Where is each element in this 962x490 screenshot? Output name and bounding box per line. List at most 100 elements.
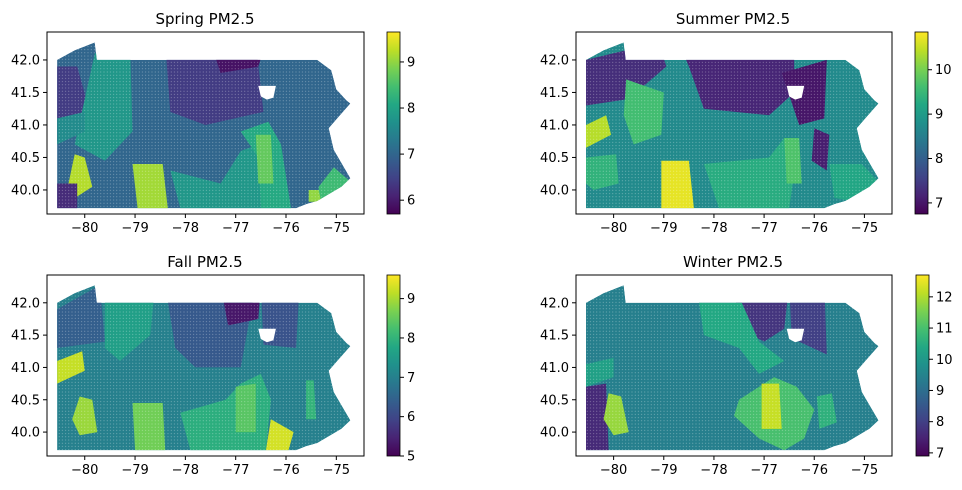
colorbar-tick-label: 6 — [407, 194, 415, 209]
panel-title: Summer PM2.5 — [676, 10, 790, 28]
x-tick-label: −75 — [323, 463, 350, 478]
colorbar: 6 7 8 9 — [386, 31, 415, 215]
y-axis: 40.0 40.5 41.0 41.5 42.0 — [540, 296, 576, 441]
y-tick-label: 42.0 — [11, 53, 40, 68]
x-tick-label: −79 — [650, 221, 677, 236]
axes-frame — [575, 274, 893, 457]
panel-winter: Winter PM2.5 −80 −79 −78 −77 −76 −75 40.0 40.5… — [540, 253, 953, 478]
colorbar-tick-label: 7 — [407, 371, 415, 386]
colorbar-gradient — [915, 274, 930, 457]
x-tick-label: −76 — [272, 463, 299, 478]
x-tick-label: −78 — [700, 221, 727, 236]
x-axis: −80 −79 −78 −77 −76 −75 — [71, 456, 350, 478]
colorbar-gradient — [386, 274, 401, 457]
y-tick-label: 40.5 — [11, 393, 40, 408]
y-tick-label: 41.0 — [540, 361, 569, 376]
axes-frame — [46, 31, 365, 215]
y-tick-label: 42.0 — [540, 296, 569, 311]
colorbar: 5 6 7 8 9 — [386, 274, 415, 465]
colorbar-tick-label: 11 — [936, 322, 953, 337]
y-tick-label: 41.5 — [540, 86, 569, 101]
x-tick-label: −77 — [222, 463, 249, 478]
x-axis: −80 −79 −78 −77 −76 −75 — [600, 456, 878, 478]
panel-title: Spring PM2.5 — [155, 10, 254, 28]
panel-spring: Spring PM2.5 −80 −79 −78 −77 −76 −75 40.0 40.5… — [11, 10, 415, 236]
colorbar-tick-label: 8 — [935, 152, 943, 167]
y-tick-label: 40.5 — [540, 393, 569, 408]
x-tick-label: −79 — [121, 221, 148, 236]
x-tick-label: −80 — [71, 463, 98, 478]
x-tick-label: −80 — [71, 221, 98, 236]
y-tick-label: 40.0 — [540, 426, 569, 441]
x-tick-label: −78 — [172, 463, 199, 478]
colorbar-gradient — [386, 31, 401, 215]
y-axis: 40.0 40.5 41.0 41.5 42.0 — [11, 53, 47, 198]
grid-point-overlay — [586, 42, 879, 209]
x-tick-label: −77 — [750, 221, 777, 236]
panel-title: Fall PM2.5 — [167, 253, 242, 271]
grid-point-overlay — [57, 285, 351, 451]
lake-hole — [786, 328, 805, 343]
colorbar-tick-label: 6 — [407, 410, 415, 425]
colorbar-tick-label: 9 — [407, 55, 415, 70]
map-area — [57, 285, 351, 451]
colorbar-gradient — [914, 31, 929, 215]
y-tick-label: 41.0 — [11, 118, 40, 133]
y-tick-label: 40.0 — [11, 183, 40, 198]
x-tick-label: −75 — [851, 221, 878, 236]
y-tick-label: 41.0 — [11, 361, 40, 376]
colorbar-tick-label: 10 — [936, 353, 953, 368]
colorbar-tick-label: 9 — [407, 292, 415, 307]
x-tick-label: −76 — [801, 463, 828, 478]
panel-title: Winter PM2.5 — [683, 253, 783, 271]
colorbar-tick-label: 7 — [407, 148, 415, 163]
y-tick-label: 42.0 — [11, 296, 40, 311]
x-tick-label: −75 — [851, 463, 878, 478]
colorbar-tick-label: 9 — [936, 384, 944, 399]
lake-hole — [258, 328, 276, 343]
x-tick-label: −76 — [801, 221, 828, 236]
y-tick-label: 41.0 — [540, 118, 569, 133]
lake-hole — [258, 85, 276, 100]
x-tick-label: −77 — [750, 463, 777, 478]
x-tick-label: −80 — [600, 221, 627, 236]
y-tick-label: 40.5 — [11, 151, 40, 166]
map-area — [586, 285, 879, 451]
colorbar-tick-label: 8 — [407, 331, 415, 346]
x-axis: −80 −79 −78 −77 −76 −75 — [600, 214, 878, 236]
colorbar-tick-label: 5 — [407, 450, 415, 465]
colorbar-tick-label: 7 — [936, 446, 944, 461]
panel-summer: Summer PM2.5 −80 −79 −78 −77 −76 −75 40.0 40.5… — [540, 10, 952, 236]
x-tick-label: −76 — [272, 221, 299, 236]
colorbar-tick-label: 8 — [407, 102, 415, 117]
x-tick-label: −80 — [600, 463, 627, 478]
y-tick-label: 42.0 — [540, 53, 569, 68]
colorbar-tick-label: 7 — [935, 196, 943, 211]
y-tick-label: 40.0 — [11, 426, 40, 441]
grid-point-overlay — [586, 285, 879, 451]
lake-hole — [786, 85, 805, 100]
map-area — [586, 42, 879, 209]
axes-frame — [575, 31, 893, 215]
y-tick-label: 41.5 — [11, 329, 40, 344]
colorbar-tick-label: 10 — [935, 63, 952, 78]
x-tick-label: −79 — [650, 463, 677, 478]
axes-frame — [46, 274, 365, 457]
colorbar-tick-label: 8 — [936, 415, 944, 430]
colorbar: 7 8 9 10 — [914, 31, 952, 215]
x-tick-label: −77 — [222, 221, 249, 236]
y-axis: 40.0 40.5 41.0 41.5 42.0 — [11, 296, 47, 441]
y-axis: 40.0 40.5 41.0 41.5 42.0 — [540, 53, 576, 198]
grid-point-overlay — [57, 42, 351, 209]
x-axis: −80 −79 −78 −77 −76 −75 — [71, 214, 350, 236]
colorbar: 7 8 9 10 11 12 — [915, 274, 953, 461]
y-tick-label: 41.5 — [11, 86, 40, 101]
colorbar-tick-label: 9 — [935, 108, 943, 123]
y-tick-label: 40.5 — [540, 151, 569, 166]
y-tick-label: 41.5 — [540, 329, 569, 344]
x-tick-label: −78 — [172, 221, 199, 236]
panel-fall: Fall PM2.5 −80 −79 −78 −77 −76 −75 40.0 40.5 41… — [11, 253, 415, 478]
colorbar-tick-label: 12 — [936, 290, 953, 305]
x-tick-label: −79 — [121, 463, 148, 478]
